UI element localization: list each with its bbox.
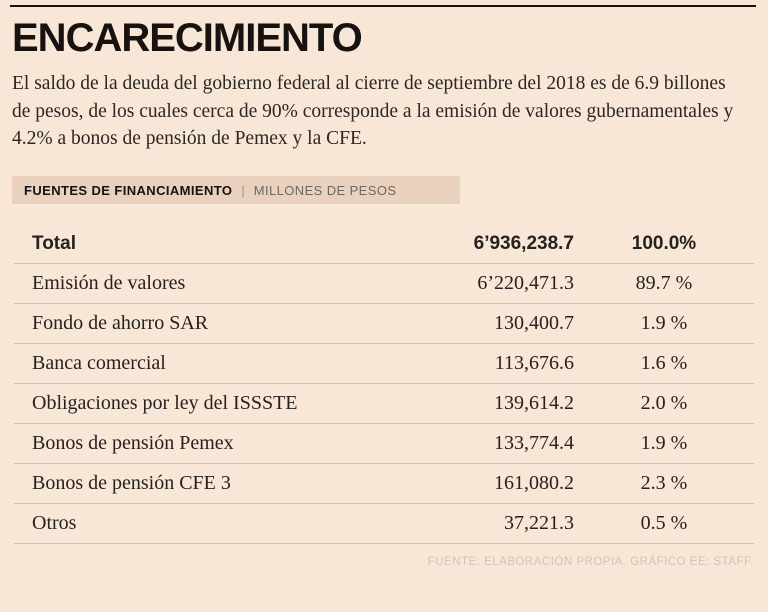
table-row: Bonos de pensión CFE 3 161,080.2 2.3 % [14, 464, 754, 504]
row-percent: 1.9 % [640, 432, 688, 454]
top-rule [10, 5, 756, 7]
row-value: 37,221.3 [504, 512, 574, 534]
section-units: MILLONES DE PESOS [253, 182, 397, 198]
row-percent: 1.6 % [640, 352, 688, 374]
row-label: Obligaciones por ley del ISSSTE [32, 392, 298, 414]
financing-table: Total 6’936,238.7 100.0% Emisión de valo… [14, 224, 754, 544]
table-row: Emisión de valores 6’220,471.3 89.7 % [14, 264, 754, 304]
table-row: Bonos de pensión Pemex 133,774.4 1.9 % [14, 424, 754, 464]
row-percent: 2.3 % [640, 472, 688, 494]
page-title: ENCARECIMIENTO [12, 16, 363, 60]
row-label: Otros [32, 512, 77, 534]
row-label: Total [32, 232, 76, 254]
table-row: Obligaciones por ley del ISSSTE 139,614.… [14, 384, 754, 424]
row-label: Bonos de pensión CFE 3 [32, 472, 231, 494]
row-label: Emisión de valores [32, 272, 186, 294]
row-value: 161,080.2 [494, 472, 574, 494]
row-value: 133,774.4 [494, 432, 574, 454]
row-value: 6’220,471.3 [477, 272, 574, 294]
row-percent: 89.7 % [635, 272, 693, 294]
section-header-band: FUENTES DE FINANCIAMIENTO | MILLONES DE … [12, 176, 460, 204]
row-percent: 2.0 % [640, 392, 688, 414]
table-row-total: Total 6’936,238.7 100.0% [14, 224, 754, 264]
table-row: Fondo de ahorro SAR 130,400.7 1.9 % [14, 304, 754, 344]
row-label: Bonos de pensión Pemex [32, 432, 234, 454]
row-value: 139,614.2 [494, 392, 574, 414]
row-label: Fondo de ahorro SAR [32, 312, 209, 334]
row-percent: 1.9 % [640, 312, 688, 334]
section-separator: | [241, 182, 245, 198]
section-title: FUENTES DE FINANCIAMIENTO [24, 182, 233, 198]
row-value: 113,676.6 [494, 352, 574, 374]
row-value: 6’936,238.7 [473, 232, 574, 254]
row-label: Banca comercial [32, 352, 166, 374]
table-row: Otros 37,221.3 0.5 % [14, 504, 754, 544]
row-percent: 0.5 % [640, 512, 688, 534]
intro-paragraph: El saldo de la deuda del gobierno federa… [12, 73, 734, 150]
row-percent: 100.0% [631, 232, 697, 254]
source-note: FUENTE: ELABORACIÓN PROPIA. GRÁFICO EE: … [427, 556, 754, 568]
row-value: 130,400.7 [494, 312, 574, 334]
table-row: Banca comercial 113,676.6 1.6 % [14, 344, 754, 384]
